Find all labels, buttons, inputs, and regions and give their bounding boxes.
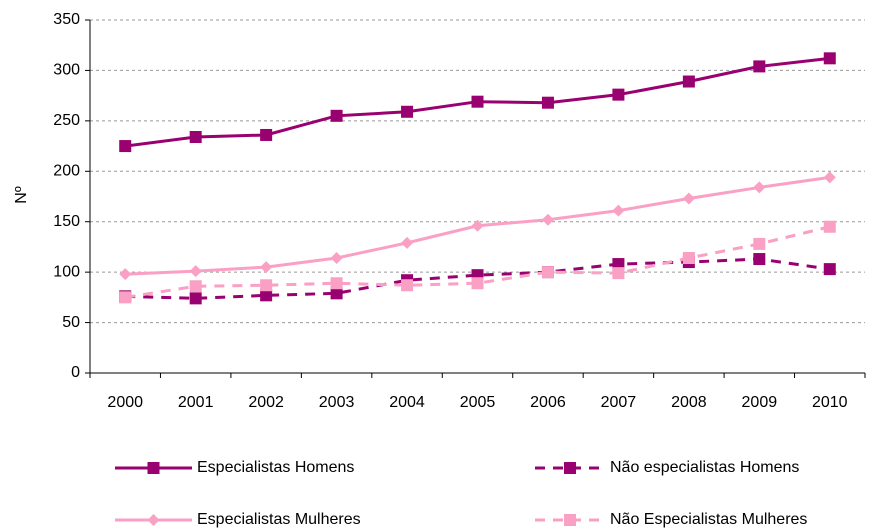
marker <box>147 462 160 474</box>
y-tick-label: 300 <box>53 62 80 79</box>
marker <box>260 261 273 274</box>
marker <box>330 109 343 122</box>
y-tick-label: 250 <box>53 112 80 129</box>
marker <box>823 220 836 233</box>
x-tick-label: 2010 <box>812 394 848 411</box>
marker <box>541 266 554 279</box>
marker <box>260 279 273 292</box>
marker <box>541 96 554 109</box>
marker <box>189 280 202 293</box>
x-tick-label: 2006 <box>530 394 566 411</box>
marker <box>189 130 202 143</box>
marker <box>189 292 202 305</box>
marker <box>682 75 695 88</box>
x-tick-label: 2008 <box>671 394 707 411</box>
y-tick-label: 150 <box>53 213 80 230</box>
x-tick-label: 2009 <box>742 394 778 411</box>
y-tick-label: 350 <box>53 11 80 28</box>
x-tick-label: 2002 <box>248 394 284 411</box>
marker <box>612 267 625 280</box>
marker <box>823 171 836 184</box>
marker <box>612 88 625 101</box>
marker <box>682 252 695 265</box>
y-axis-label: Nº <box>13 186 30 204</box>
marker <box>401 105 414 118</box>
legend-label: Especialistas Homens <box>197 459 354 476</box>
marker <box>260 289 273 302</box>
marker <box>753 237 766 250</box>
legend-label: Não especialistas Homens <box>610 459 799 476</box>
x-tick-label: 2007 <box>601 394 637 411</box>
marker <box>471 219 484 232</box>
marker <box>147 514 160 526</box>
marker <box>119 140 132 153</box>
legend-label: Especialistas Mulheres <box>197 511 361 528</box>
y-tick-label: 200 <box>53 163 80 180</box>
marker <box>682 192 695 205</box>
marker <box>330 277 343 290</box>
marker <box>753 253 766 266</box>
marker <box>612 204 625 217</box>
x-tick-label: 2001 <box>178 394 214 411</box>
marker <box>541 213 554 226</box>
marker <box>753 181 766 194</box>
x-tick-label: 2005 <box>460 394 496 411</box>
y-tick-label: 50 <box>62 314 80 331</box>
marker <box>471 277 484 290</box>
marker <box>260 128 273 141</box>
marker <box>401 236 414 249</box>
marker <box>119 291 132 304</box>
marker <box>564 514 576 526</box>
marker <box>119 268 132 281</box>
marker <box>471 95 484 108</box>
marker <box>189 265 202 278</box>
x-tick-label: 2004 <box>389 394 425 411</box>
marker <box>753 60 766 73</box>
marker <box>330 287 343 300</box>
marker <box>823 52 836 65</box>
series-line <box>125 257 830 300</box>
x-tick-label: 2003 <box>319 394 355 411</box>
marker <box>564 462 576 474</box>
marker <box>612 258 625 271</box>
marker <box>823 263 836 276</box>
y-tick-label: 0 <box>71 364 80 381</box>
marker <box>401 279 414 292</box>
legend-label: Não Especialistas Mulheres <box>610 511 807 528</box>
marker <box>330 252 343 265</box>
x-tick-label: 2000 <box>107 394 143 411</box>
y-tick-label: 100 <box>53 263 80 280</box>
